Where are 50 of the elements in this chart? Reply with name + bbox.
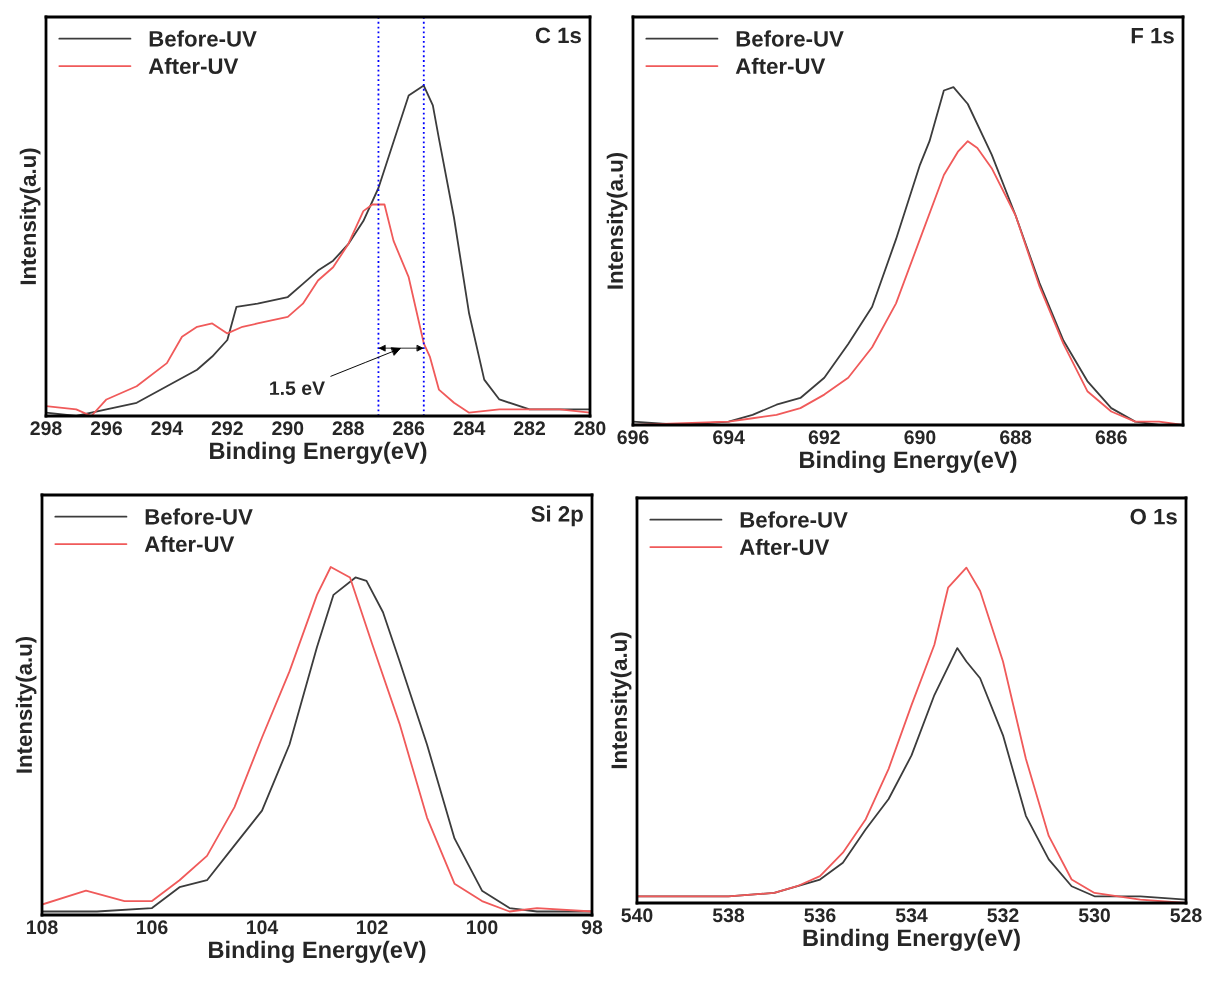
text: O 1s bbox=[1130, 508, 1177, 525]
x-tick-label: 106 bbox=[137, 920, 168, 935]
x-tick-label: 290 bbox=[272, 421, 304, 436]
y-axis-title: Intensity(a.u) bbox=[19, 148, 41, 285]
legend-label: Before-UV bbox=[145, 508, 253, 525]
text: C 1s bbox=[535, 27, 581, 44]
x-tick-label: 528 bbox=[1170, 908, 1202, 923]
x-tick-label: 100 bbox=[467, 920, 498, 935]
x-tick-label: 104 bbox=[247, 920, 279, 935]
x-axis-title: Binding Energy(eV) bbox=[803, 928, 1020, 951]
x-tick-label: 280 bbox=[574, 421, 606, 436]
x-tick-label: 532 bbox=[987, 908, 1019, 923]
x-tick-label: 298 bbox=[30, 421, 62, 436]
x-tick-label: 536 bbox=[804, 908, 836, 923]
x-tick-label: 688 bbox=[1000, 430, 1032, 445]
legend-label: After-UV bbox=[144, 535, 235, 553]
y-axis-title: Intensity(a.u) bbox=[606, 152, 628, 289]
legend-label: After-UV bbox=[739, 538, 830, 556]
x-tick-label: 538 bbox=[712, 908, 745, 923]
x-tick-label: 530 bbox=[1078, 908, 1110, 923]
legend-label: After-UV bbox=[148, 57, 239, 75]
x-tick-label: 98 bbox=[581, 920, 603, 935]
x-tick-label: 534 bbox=[895, 908, 928, 923]
x-tick-label: 292 bbox=[211, 421, 243, 436]
x-tick-label: 108 bbox=[27, 920, 58, 935]
x-tick-label: 696 bbox=[617, 430, 649, 445]
annotation: 1.5 eV bbox=[270, 381, 325, 396]
legend-label: Before-UV bbox=[736, 30, 844, 47]
x-tick-label: 690 bbox=[904, 430, 936, 445]
x-tick-label: 284 bbox=[453, 421, 486, 436]
x-tick-label: 296 bbox=[90, 421, 122, 436]
x-tick-label: 692 bbox=[808, 430, 840, 445]
y-axis-title: Intensity(a.u) bbox=[610, 632, 632, 769]
x-tick-label: 540 bbox=[621, 908, 653, 923]
x-tick-label: 694 bbox=[713, 430, 745, 445]
legend-label: Before-UV bbox=[149, 30, 257, 47]
x-tick-label: 294 bbox=[151, 421, 184, 436]
x-tick-label: 686 bbox=[1095, 430, 1127, 445]
x-axis-title: Binding Energy(eV) bbox=[210, 441, 427, 464]
x-axis-title: Binding Energy(eV) bbox=[800, 450, 1017, 473]
x-tick-label: 282 bbox=[514, 421, 545, 436]
legend-label: Before-UV bbox=[740, 511, 848, 528]
text: Si 2p bbox=[531, 505, 583, 527]
text: F 1s bbox=[1131, 28, 1174, 44]
y-axis-title: Intensity(a.u) bbox=[15, 636, 37, 773]
x-tick-label: 286 bbox=[393, 421, 425, 436]
x-axis-title: Binding Energy(eV) bbox=[209, 940, 426, 963]
x-tick-label: 102 bbox=[357, 920, 388, 935]
x-tick-label: 288 bbox=[332, 421, 364, 436]
legend-label: After-UV bbox=[735, 57, 826, 75]
